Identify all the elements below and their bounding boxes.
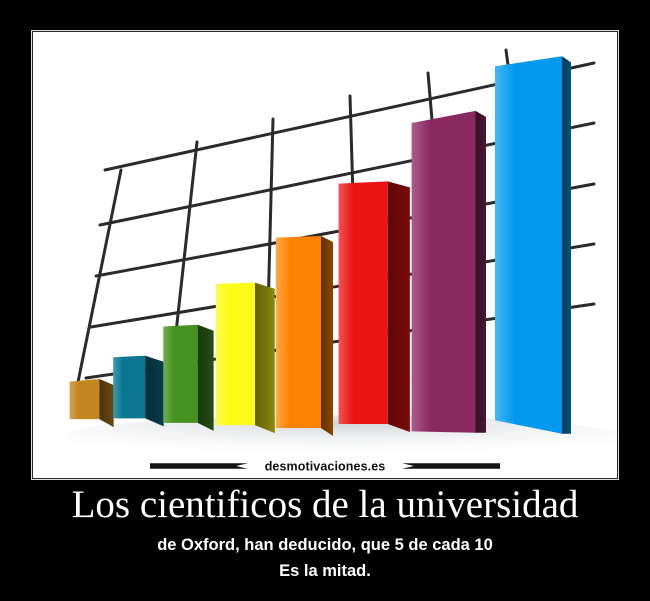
svg-text:desmotivaciones.es: desmotivaciones.es — [265, 460, 386, 474]
